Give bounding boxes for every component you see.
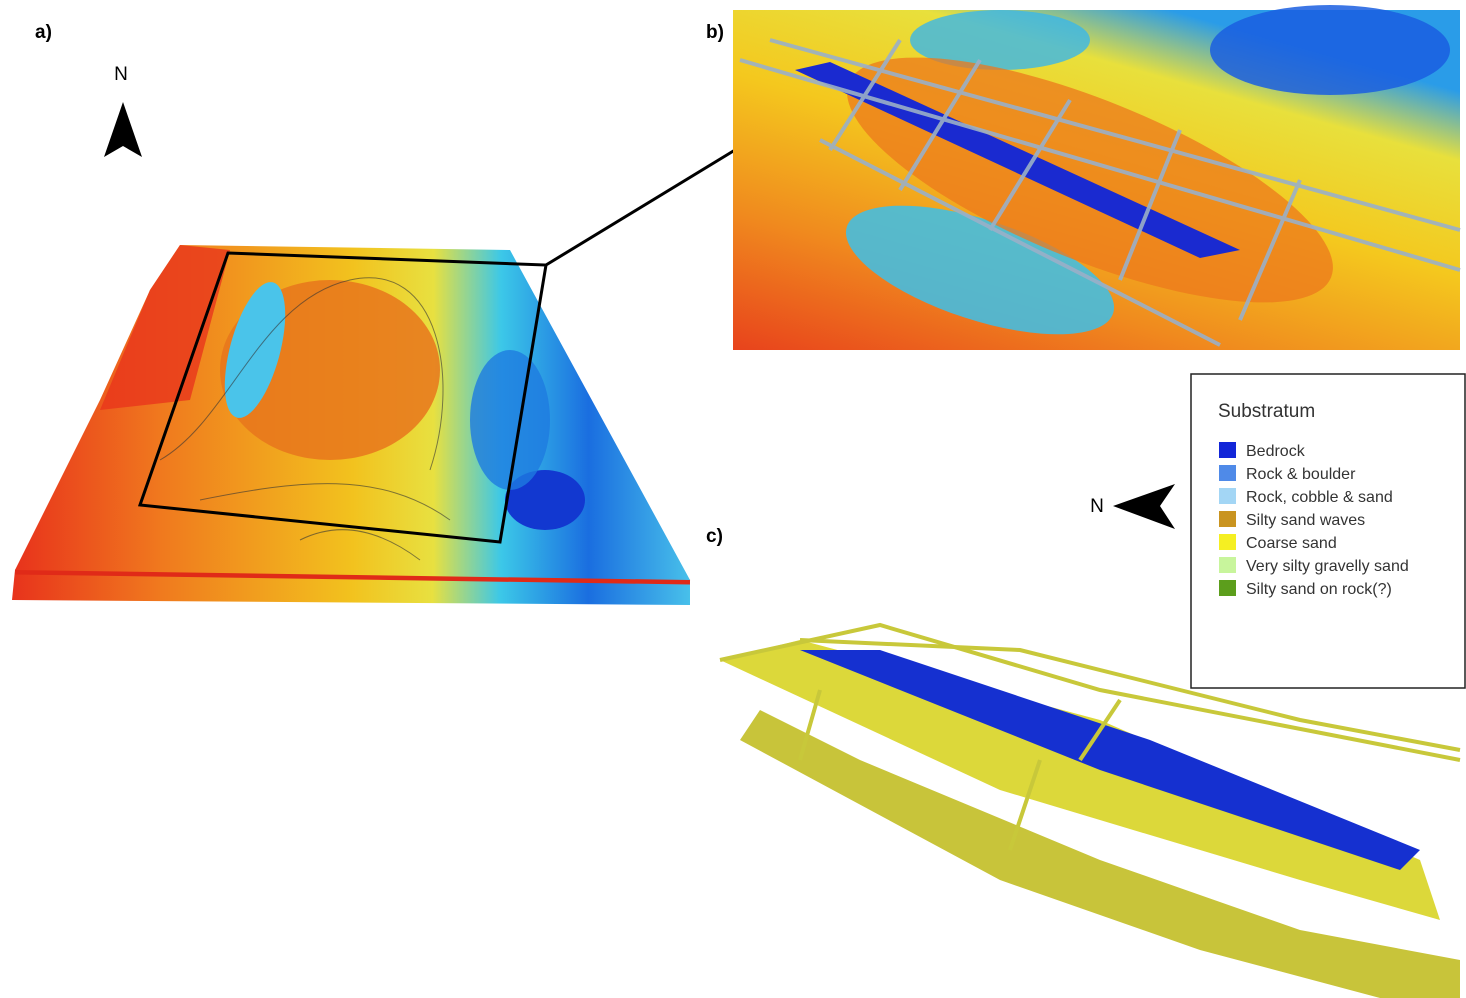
north-arrow-a: [104, 102, 142, 157]
legend-label: Rock & boulder: [1246, 466, 1356, 483]
panel-label: c): [706, 526, 723, 547]
legend-swatch: [1219, 442, 1236, 458]
legend-swatch: [1219, 465, 1236, 481]
panel-label: a): [35, 22, 52, 43]
legend: Substratum Bedrock Rock & boulder Rock, co…: [1190, 373, 1466, 689]
north-label: N: [114, 64, 128, 85]
legend-label: Rock, cobble & sand: [1246, 489, 1393, 506]
north-label: N: [1090, 496, 1104, 517]
legend-label: Coarse sand: [1246, 535, 1337, 552]
legend-swatch: [1219, 488, 1236, 504]
legend-swatch: [1219, 557, 1236, 573]
legend-swatch: [1219, 534, 1236, 550]
legend-label: Silty sand waves: [1246, 512, 1365, 529]
panel-c-map: [719, 622, 1461, 998]
legend-label: Silty sand on rock(?): [1246, 581, 1392, 598]
panel-a-map: [12, 148, 736, 605]
legend-label: Very silty gravelly sand: [1246, 558, 1409, 575]
panel-label: b): [706, 22, 724, 43]
north-arrow-c: [1113, 484, 1175, 529]
legend-swatch: [1219, 511, 1236, 527]
panel-b-map: [733, 5, 1461, 350]
legend-swatch: [1219, 580, 1236, 596]
legend-title: Substratum: [1218, 401, 1315, 422]
legend-label: Bedrock: [1246, 443, 1306, 460]
